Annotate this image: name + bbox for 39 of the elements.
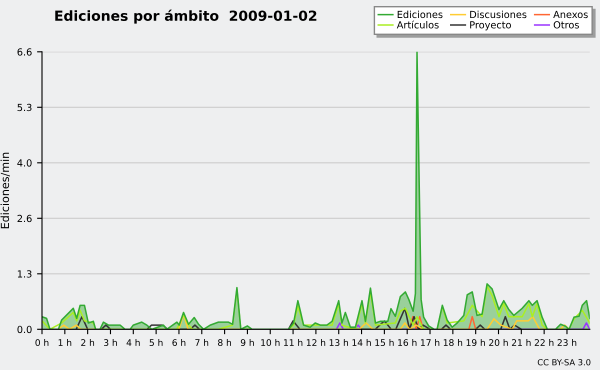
- x-tick-label: 22 h: [534, 339, 554, 346]
- y-tick-label: 5.3: [18, 104, 32, 112]
- legend-label: Proyecto: [470, 21, 511, 30]
- x-tick-label: 16 h: [398, 339, 416, 346]
- x-tick-label: 18 h: [444, 339, 462, 346]
- x-tick-label: 9 h: [240, 339, 254, 346]
- y-axis-title: Ediciones/min: [0, 152, 10, 228]
- legend-label: Anexos: [553, 10, 588, 18]
- x-tick-label: 3 h: [104, 339, 117, 346]
- x-tick-label: 2 h: [81, 339, 94, 346]
- x-tick-label: 7 h: [195, 339, 208, 346]
- x-tick-label: 0 h: [35, 339, 48, 346]
- legend-label: Discusiones: [470, 10, 526, 18]
- x-tick-label: 23 h: [558, 339, 576, 346]
- legend-label: Ediciones: [398, 10, 443, 18]
- x-tick-label: 6 h: [172, 339, 186, 346]
- y-tick-label: 4.0: [17, 159, 32, 167]
- y-tick-label: 6.6: [17, 48, 32, 56]
- x-tick-label: 4 h: [126, 339, 140, 346]
- x-tick-label: 19 h: [466, 339, 485, 346]
- x-tick-label: 10 h: [261, 339, 280, 346]
- y-tick-label: 1.3: [18, 270, 32, 278]
- x-tick-label: 13 h: [330, 339, 348, 346]
- x-tick-label: 17 h: [420, 339, 440, 346]
- x-tick-label: 15 h: [375, 339, 394, 346]
- y-tick-label: 0.0: [17, 326, 32, 334]
- x-tick-label: 20 h: [489, 339, 508, 346]
- x-tick-label: 1 h: [58, 339, 72, 346]
- x-tick-label: 14 h: [352, 339, 371, 346]
- x-tick-label: 21 h: [512, 339, 531, 346]
- legend-label: Otros: [554, 21, 579, 29]
- x-tick-label: 12 h: [306, 339, 326, 346]
- x-tick-label: 8 h: [218, 339, 231, 346]
- x-tick-label: 5 h: [150, 339, 163, 346]
- text: CC BY-SA 3.0: [538, 359, 590, 366]
- chart-title: Ediciones por ámbito 2009-01-02: [55, 10, 316, 24]
- y-tick-label: 2.6: [18, 214, 32, 222]
- legend-label: Artículos: [396, 20, 439, 29]
- x-tick-label: 11 h: [284, 339, 302, 346]
